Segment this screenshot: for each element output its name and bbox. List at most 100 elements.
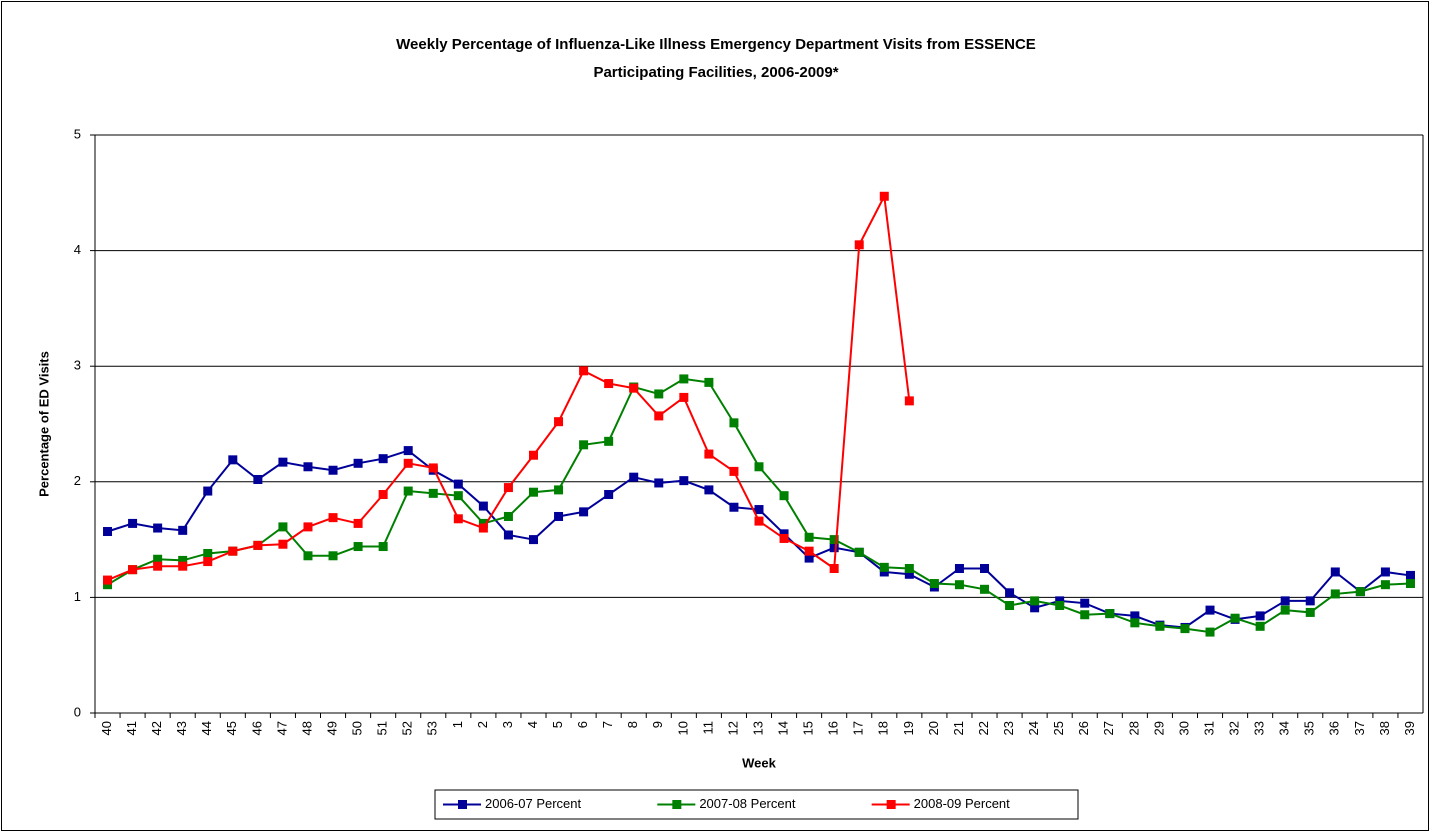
marker [203, 486, 213, 496]
chart-title: Participating Facilities, 2006-2009* [593, 64, 838, 81]
legend-box [434, 789, 1079, 820]
marker [1030, 603, 1040, 613]
marker [754, 462, 764, 472]
marker [1380, 580, 1390, 590]
marker [1030, 596, 1040, 606]
marker [854, 240, 864, 250]
legend-marker [886, 800, 896, 809]
x-tick-label: 10 [675, 721, 690, 735]
x-tick-label: 4 [525, 721, 540, 728]
marker [228, 455, 238, 465]
legend-label: 2007-08 Percent [699, 796, 796, 811]
marker [604, 436, 614, 446]
marker [128, 565, 138, 575]
marker [303, 462, 313, 472]
marker [879, 562, 889, 572]
x-tick-label: 39 [1402, 721, 1417, 735]
marker [854, 547, 864, 557]
marker [528, 450, 538, 460]
marker [554, 485, 564, 495]
marker [103, 527, 113, 537]
marker [178, 525, 188, 535]
x-tick-label: 45 [224, 721, 239, 735]
x-tick-label: 11 [700, 721, 715, 735]
marker [1305, 607, 1315, 617]
marker [654, 389, 664, 399]
marker [1230, 613, 1240, 623]
x-tick-label: 16 [826, 721, 841, 735]
marker [478, 523, 488, 533]
marker [303, 551, 313, 561]
x-tick-label: 18 [876, 721, 891, 735]
x-tick-label: 6 [575, 721, 590, 728]
marker [679, 476, 689, 486]
legend-marker [672, 800, 682, 809]
x-tick-label: 47 [274, 721, 289, 735]
marker [1205, 605, 1215, 615]
marker [629, 472, 639, 482]
marker [503, 511, 513, 521]
x-tick-label: 48 [299, 721, 314, 735]
marker [1280, 605, 1290, 615]
marker [1330, 589, 1340, 599]
marker [1330, 567, 1340, 577]
marker [779, 533, 789, 543]
marker [579, 507, 589, 517]
marker [604, 379, 614, 389]
marker [954, 580, 964, 590]
marker [253, 540, 263, 550]
marker [1105, 609, 1115, 619]
marker [629, 383, 639, 393]
marker [1380, 567, 1390, 577]
marker [503, 483, 513, 493]
marker [879, 191, 889, 201]
x-tick-label: 23 [1001, 721, 1016, 735]
marker [1130, 611, 1140, 621]
marker [904, 396, 914, 406]
x-tick-label: 49 [324, 721, 339, 735]
marker [654, 411, 664, 421]
marker [1180, 624, 1190, 634]
x-tick-label: 15 [801, 721, 816, 735]
marker [1080, 598, 1090, 608]
marker [1005, 600, 1015, 610]
x-tick-label: 51 [375, 721, 390, 735]
marker [153, 561, 163, 571]
marker [704, 377, 714, 387]
marker [579, 440, 589, 450]
marker [554, 511, 564, 521]
x-tick-label: 3 [500, 721, 515, 728]
marker [203, 548, 213, 558]
y-tick-label: 2 [74, 473, 81, 488]
y-tick-label: 0 [74, 704, 81, 719]
marker [729, 466, 739, 476]
marker [153, 554, 163, 564]
marker [278, 522, 288, 532]
marker [704, 485, 714, 495]
marker [1405, 570, 1415, 580]
x-tick-label: 27 [1101, 721, 1116, 735]
x-tick-label: 30 [1176, 721, 1191, 735]
x-tick-label: 14 [775, 721, 790, 735]
marker [704, 449, 714, 459]
x-tick-label: 41 [124, 721, 139, 735]
marker [328, 465, 338, 475]
x-tick-label: 37 [1352, 721, 1367, 735]
x-tick-label: 7 [600, 721, 615, 728]
marker [378, 542, 388, 552]
marker [428, 463, 438, 473]
x-tick-label: 17 [851, 721, 866, 735]
marker [428, 488, 438, 498]
marker [829, 535, 839, 545]
marker [528, 487, 538, 497]
legend-label: 2008-09 Percent [914, 796, 1011, 811]
marker [278, 539, 288, 549]
x-tick-label: 29 [1151, 721, 1166, 735]
marker [178, 555, 188, 565]
marker [403, 486, 413, 496]
marker [1055, 596, 1065, 606]
marker [1005, 588, 1015, 598]
marker [1155, 621, 1165, 631]
x-tick-label: 25 [1051, 721, 1066, 735]
